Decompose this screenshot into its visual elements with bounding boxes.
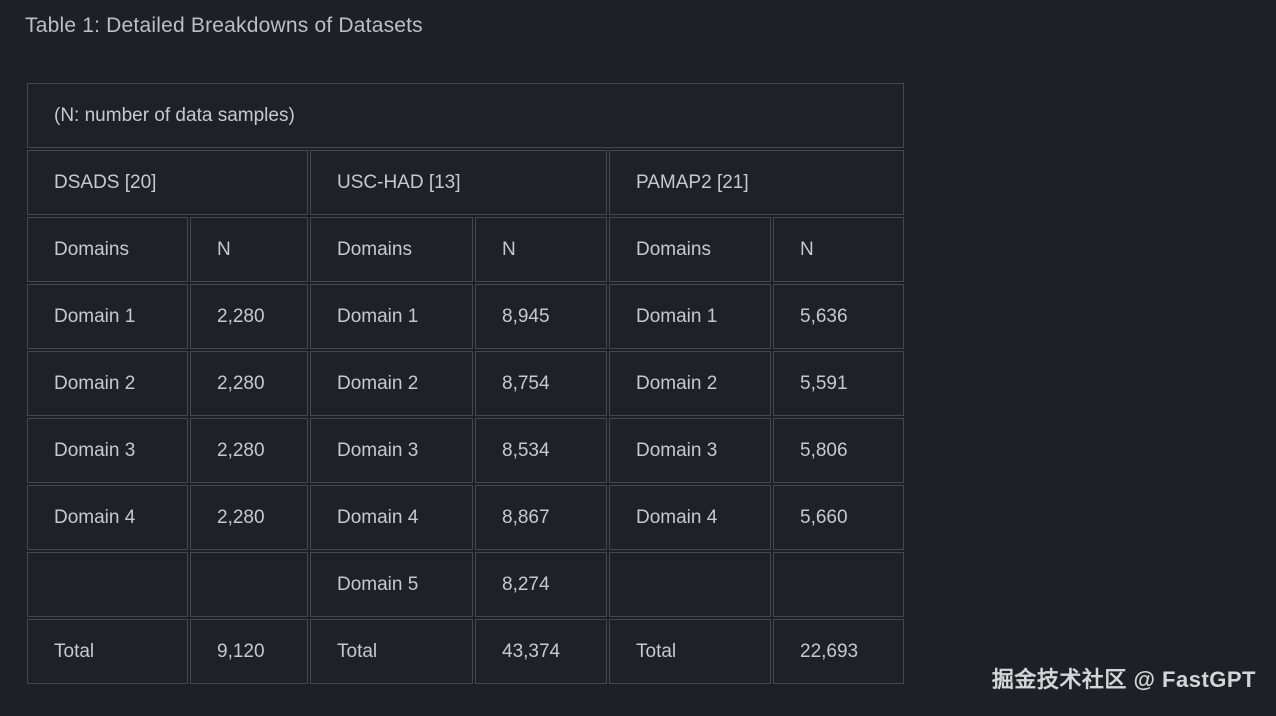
data-cell: Total	[310, 619, 473, 684]
table-row: Domain 3 2,280 Domain 3 8,534 Domain 3 5…	[27, 418, 905, 483]
data-cell: Domain 4	[609, 485, 771, 550]
column-header-row: Domains N Domains N Domains N	[27, 217, 905, 282]
column-header-cell: Domains	[609, 217, 771, 282]
data-cell: 2,280	[190, 351, 308, 416]
table-note-cell: (N: number of data samples)	[27, 83, 905, 148]
data-cell: Domain 2	[310, 351, 473, 416]
data-cell	[27, 552, 188, 617]
data-cell: 8,274	[475, 552, 607, 617]
table-row: Domain 2 2,280 Domain 2 8,754 Domain 2 5…	[27, 351, 905, 416]
table-row: Domain 5 8,274	[27, 552, 905, 617]
data-cell: Domain 3	[609, 418, 771, 483]
table-note-row: (N: number of data samples)	[27, 83, 905, 148]
data-cell: 8,867	[475, 485, 607, 550]
dataset-header-row: DSADS [20] USC-HAD [13] PAMAP2 [21]	[27, 150, 905, 215]
column-header-cell: N	[475, 217, 607, 282]
data-cell: Domain 4	[27, 485, 188, 550]
data-cell: 22,693	[773, 619, 905, 684]
column-header-cell: Domains	[310, 217, 473, 282]
data-cell: 43,374	[475, 619, 607, 684]
data-cell: 5,806	[773, 418, 905, 483]
data-cell: Domain 3	[27, 418, 188, 483]
table-row: Domain 1 2,280 Domain 1 8,945 Domain 1 5…	[27, 284, 905, 349]
table-row: Domain 4 2,280 Domain 4 8,867 Domain 4 5…	[27, 485, 905, 550]
data-cell: 5,660	[773, 485, 905, 550]
column-header-cell: N	[190, 217, 308, 282]
data-cell: 5,636	[773, 284, 905, 349]
data-cell: Total	[609, 619, 771, 684]
data-cell: Domain 2	[27, 351, 188, 416]
data-cell: Domain 5	[310, 552, 473, 617]
data-cell: Domain 2	[609, 351, 771, 416]
data-cell: 9,120	[190, 619, 308, 684]
watermark: 掘金技术社区 @ FastGPT	[991, 667, 1256, 692]
datasets-table: (N: number of data samples) DSADS [20] U…	[25, 81, 906, 686]
dataset-header-pamap2: PAMAP2 [21]	[609, 150, 905, 215]
dataset-header-usc-had: USC-HAD [13]	[310, 150, 607, 215]
data-cell: Total	[27, 619, 188, 684]
data-cell: Domain 4	[310, 485, 473, 550]
data-cell: 2,280	[190, 485, 308, 550]
data-cell	[190, 552, 308, 617]
data-cell: 8,754	[475, 351, 607, 416]
data-cell: Domain 1	[609, 284, 771, 349]
column-header-cell: N	[773, 217, 905, 282]
data-cell: 5,591	[773, 351, 905, 416]
data-cell: Domain 1	[310, 284, 473, 349]
data-cell: 8,534	[475, 418, 607, 483]
page-title: Table 1: Detailed Breakdowns of Datasets	[25, 14, 423, 37]
data-cell: 8,945	[475, 284, 607, 349]
data-cell	[773, 552, 905, 617]
data-cell: 2,280	[190, 284, 308, 349]
column-header-cell: Domains	[27, 217, 188, 282]
data-cell: 2,280	[190, 418, 308, 483]
data-cell: Domain 1	[27, 284, 188, 349]
data-cell	[609, 552, 771, 617]
data-cell: Domain 3	[310, 418, 473, 483]
dataset-header-dsads: DSADS [20]	[27, 150, 308, 215]
table-row: Total 9,120 Total 43,374 Total 22,693	[27, 619, 905, 684]
